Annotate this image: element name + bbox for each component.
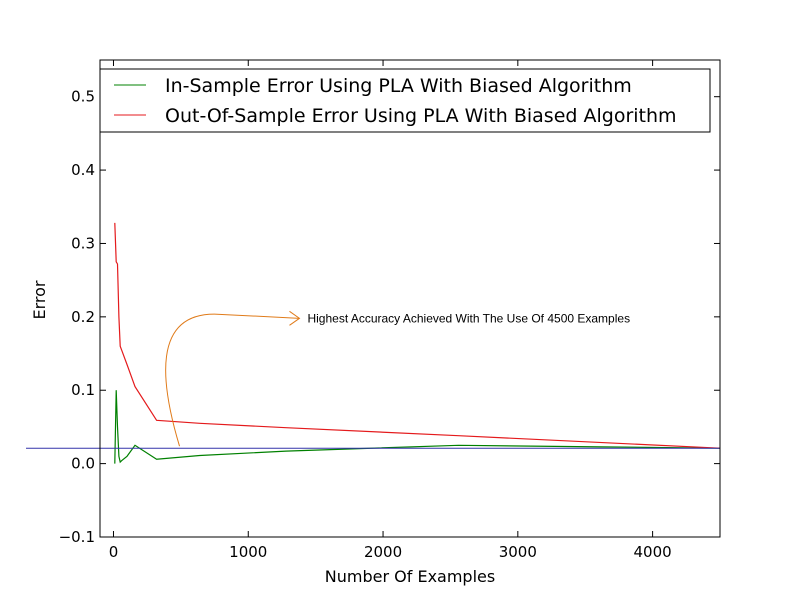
y-tick-label: 0.1: [71, 381, 95, 399]
legend: In-Sample Error Using PLA With Biased Al…: [99, 68, 711, 133]
legend-box: [99, 68, 711, 133]
axis-ticks: 0 1000 2000 3000 4000 −0.1 0.0 0.1 0.2 0.3 0.4 0.5: [59, 60, 720, 561]
series-line-out-of-sample: [114, 222, 721, 449]
y-tick-label: 0.5: [71, 88, 95, 106]
plot-frame: [99, 59, 721, 538]
x-tick-label: 0: [109, 543, 119, 561]
series-layer: [114, 222, 721, 464]
y-tick-label: 0.3: [71, 234, 95, 252]
annotation: Highest Accuracy Achieved With The Use O…: [165, 310, 630, 447]
series-line-in-sample: [114, 390, 721, 464]
annotation-arrowhead: [289, 310, 301, 326]
x-tick-label: 1000: [229, 543, 267, 561]
annotation-arrow: [165, 313, 300, 447]
legend-label-in-sample: In-Sample Error Using PLA With Biased Al…: [165, 75, 632, 97]
y-tick-label: 0.2: [71, 308, 95, 326]
x-tick-label: 3000: [499, 543, 537, 561]
x-axis-label: Number Of Examples: [325, 567, 495, 586]
y-tick-label: −0.1: [59, 528, 95, 546]
legend-label-out-of-sample: Out-Of-Sample Error Using PLA With Biase…: [165, 105, 677, 127]
y-tick-label: 0.0: [71, 455, 95, 473]
plot-area: [100, 60, 720, 537]
x-tick-label: 4000: [634, 543, 672, 561]
y-tick-label: 0.4: [71, 161, 95, 179]
x-tick-label: 2000: [364, 543, 402, 561]
y-axis-label: Error: [30, 280, 49, 319]
annotation-text: Highest Accuracy Achieved With The Use O…: [307, 311, 630, 325]
